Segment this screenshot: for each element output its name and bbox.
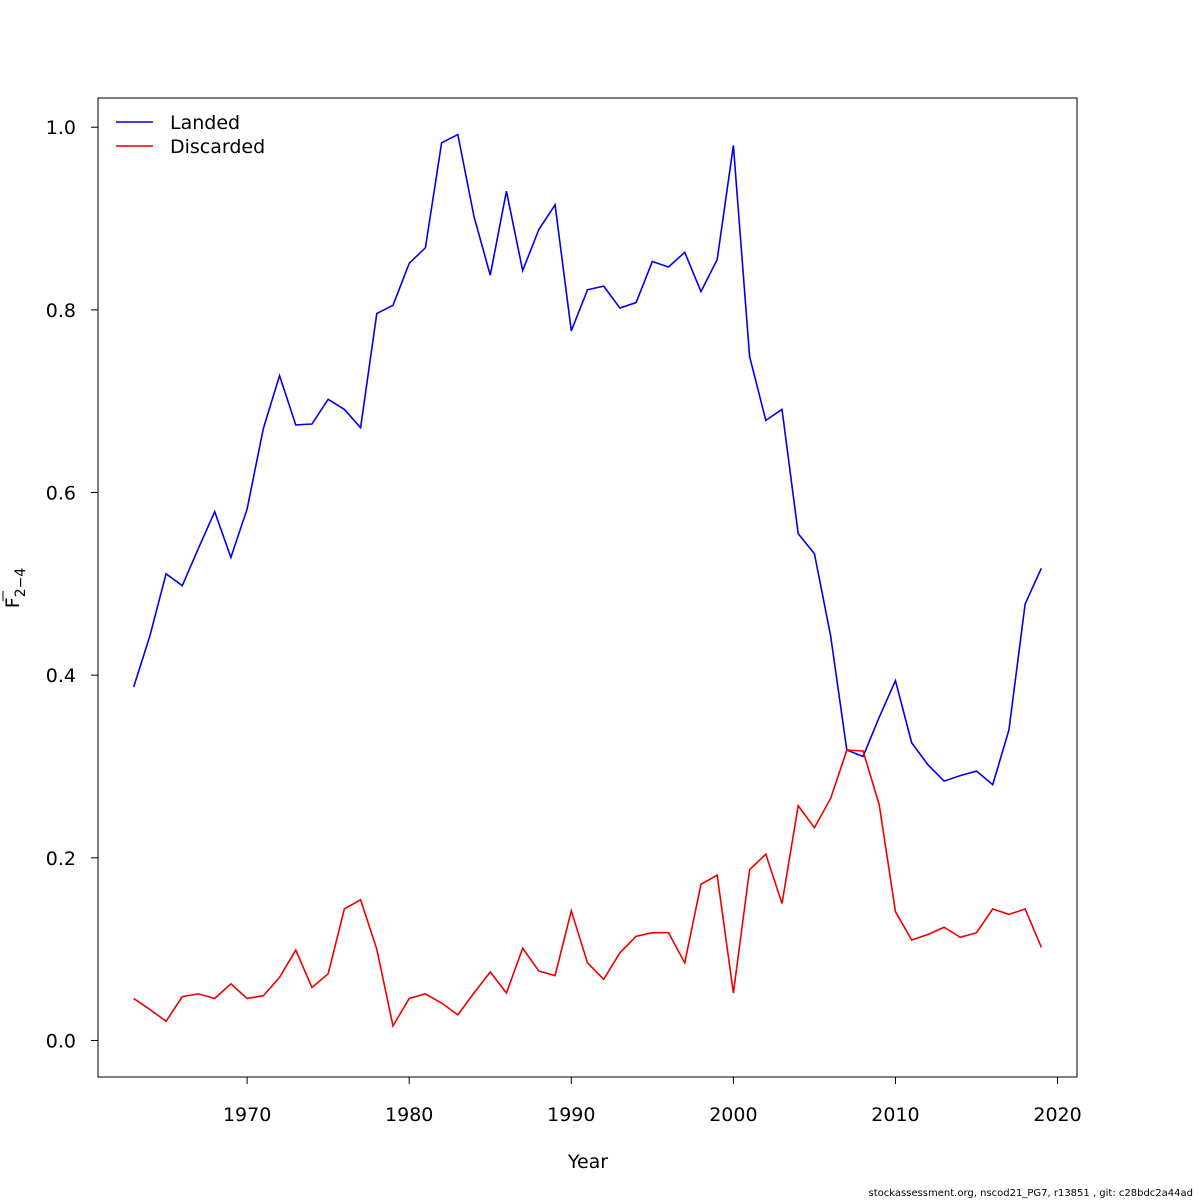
x-tick-label-1990: 1990 bbox=[547, 1104, 595, 1126]
y-tick-label-0.6: 0.6 bbox=[46, 483, 76, 505]
y-tick-label-1.0: 1.0 bbox=[46, 117, 76, 139]
y-axis-title-main: F bbox=[2, 597, 24, 608]
series-lines bbox=[132, 133, 1043, 1029]
x-tick-label-1980: 1980 bbox=[385, 1104, 433, 1126]
legend-label-landed: Landed bbox=[170, 112, 240, 134]
y-tick-label-0.4: 0.4 bbox=[46, 665, 76, 687]
x-tick-label-2000: 2000 bbox=[709, 1104, 757, 1126]
x-axis: 1970 1980 1990 2000 2010 2020 bbox=[223, 1076, 1082, 1126]
y-axis: 0.0 0.2 0.4 0.6 0.8 1.0 bbox=[46, 117, 99, 1052]
y-tick-label-0.2: 0.2 bbox=[46, 848, 76, 870]
series-line-landed bbox=[132, 133, 1043, 787]
x-tick-label-1970: 1970 bbox=[223, 1104, 271, 1126]
x-axis-title: Year bbox=[567, 1151, 608, 1173]
y-tick-label-0.8: 0.8 bbox=[46, 300, 76, 322]
y-axis-title: F2−4 bbox=[2, 568, 29, 609]
x-tick-label-2020: 2020 bbox=[1033, 1104, 1081, 1126]
y-tick-label-0.0: 0.0 bbox=[46, 1030, 76, 1052]
svg-text:F2−4: F2−4 bbox=[2, 568, 29, 609]
x-tick-label-2010: 2010 bbox=[871, 1104, 919, 1126]
series-line-discarded bbox=[133, 749, 1043, 1029]
footer-credit: stockassessment.org, nscod21_PG7, r13851… bbox=[868, 1188, 1193, 1199]
legend-label-discarded: Discarded bbox=[170, 136, 265, 158]
y-axis-title-subscript: 2−4 bbox=[13, 568, 29, 598]
plot-frame bbox=[97, 97, 1078, 1078]
